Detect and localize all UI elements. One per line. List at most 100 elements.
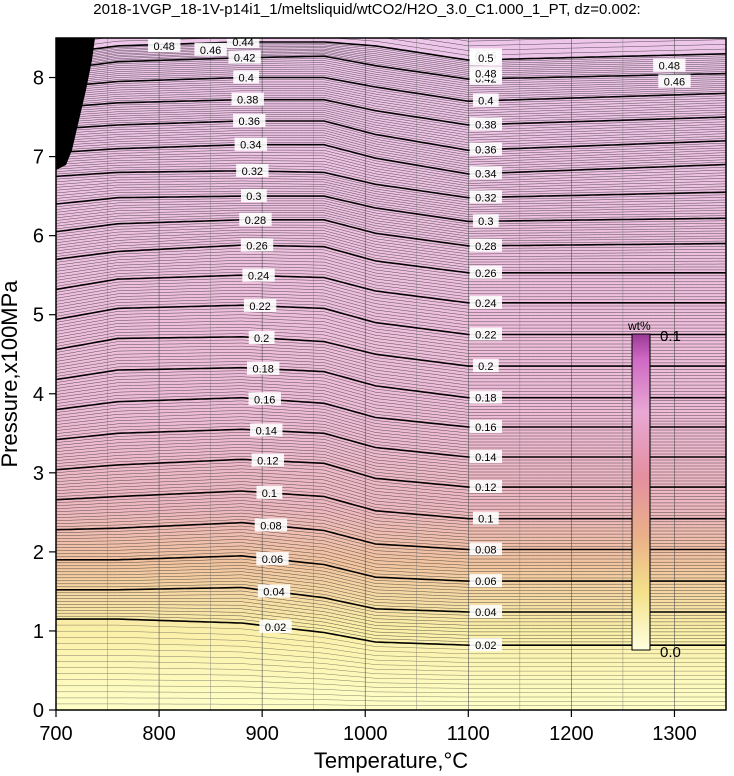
contour-label-text: 0.14: [475, 452, 496, 464]
contour-label: 0.28: [469, 238, 503, 253]
minor-contour-line: [56, 308, 726, 338]
contour-line-0.2: [56, 335, 726, 367]
contour-label-box: [472, 511, 499, 525]
minor-contour-line: [56, 607, 726, 633]
contour-label: 0.16: [248, 392, 281, 406]
minor-contour-line: [56, 130, 726, 161]
minor-contour-line: [56, 64, 726, 89]
contour-label-box: [469, 142, 503, 156]
contour-label-box: [259, 619, 292, 633]
minor-contour-line: [56, 382, 726, 413]
contour-label-box: [256, 552, 289, 566]
contour-label-box: [469, 327, 503, 341]
contour-line-0.34: [56, 143, 726, 175]
contour-label-box: [228, 50, 261, 64]
minor-contour-line: [56, 259, 726, 289]
contour-label-text: 0.22: [475, 329, 496, 341]
contour-label: 0.42: [228, 50, 261, 65]
contour-label-box: [469, 295, 503, 309]
minor-contour-line: [56, 400, 726, 431]
contour-labels: 0.02 0.02 0.04 0.04 0.06 0.06 0.08 0.08 0.1 0.1 0.…: [148, 38, 691, 652]
minor-contour-line: [56, 162, 726, 191]
contour-label-box: [234, 137, 268, 151]
contour-label: 0.2: [248, 330, 275, 345]
contour-label-box: [194, 42, 227, 56]
contour-label: 0.32: [469, 190, 503, 204]
contour-label-text: 0.48: [154, 41, 175, 53]
minor-contour-line: [56, 127, 726, 158]
minor-contour-line: [56, 94, 726, 121]
contour-label-box: [231, 92, 264, 106]
colorbar-max-label: 0.1: [660, 328, 681, 345]
minor-contour-line: [56, 691, 726, 698]
contour-label: 0.34: [234, 137, 268, 152]
contour-label-text: 0.34: [475, 168, 496, 180]
contour-label: 0.12: [469, 480, 503, 494]
minor-contour-line: [56, 478, 726, 507]
minor-contour-line: [56, 198, 726, 225]
minor-contour-line: [56, 62, 726, 87]
minor-contour-line: [56, 655, 726, 672]
contour-label: 0.38: [231, 92, 264, 107]
contour-line-0.28: [56, 219, 726, 247]
minor-contour-line: [56, 323, 726, 354]
minor-contour-line: [56, 81, 726, 107]
contour-label: 0.32: [236, 164, 269, 178]
minor-contour-line: [56, 301, 726, 332]
minor-contour-line: [56, 262, 726, 292]
contour-label-text: 0.48: [475, 69, 496, 81]
contour-label: 0.02: [469, 638, 503, 652]
x-axis: 700 800 900 1000 1100 1200 1300: [39, 710, 697, 745]
minor-contour-line: [56, 584, 726, 610]
y-tick-label: 6: [33, 226, 44, 248]
contour-label-text: 0.24: [475, 298, 496, 310]
minor-contour-line: [56, 447, 726, 476]
contour-label-text: 0.34: [240, 140, 261, 152]
contour-label-text: 0.36: [475, 145, 496, 157]
contour-label-text: 0.4: [478, 96, 493, 108]
minor-contour-line: [56, 471, 726, 500]
minor-contour-line: [56, 175, 726, 203]
minor-contour-line: [56, 268, 726, 298]
minor-contour-line: [56, 132, 726, 163]
minor-contour-line: [56, 509, 726, 538]
minor-contour-line: [56, 222, 726, 249]
contour-label-box: [233, 70, 260, 84]
contour-line-0.04: [56, 586, 726, 613]
contour-label-box: [248, 392, 281, 406]
contour-label-text: 0.08: [260, 520, 281, 532]
contour-line-0.14: [56, 428, 726, 458]
minor-contour-line: [56, 327, 726, 357]
contour-label: 0.5: [472, 50, 499, 65]
minor-contour-line: [56, 413, 726, 443]
contour-label: 0.1: [256, 485, 283, 500]
contour-line-0.22: [56, 304, 726, 336]
contour-label-text: 0.12: [257, 456, 278, 468]
contour-line-0.08: [56, 521, 726, 551]
minor-contour-line: [56, 577, 726, 603]
contour-label-text: 0.28: [475, 241, 496, 253]
minor-contour-line: [56, 379, 726, 410]
contour-label: 0.18: [469, 390, 503, 405]
minor-contour-line: [56, 205, 726, 232]
contour-label-text: 0.32: [475, 192, 496, 204]
minor-contour-line: [56, 178, 726, 206]
minor-contour-line: [56, 66, 726, 91]
contour-label-text: 0.02: [265, 622, 286, 634]
minor-contour-line: [56, 558, 726, 585]
contour-label-box: [469, 190, 503, 204]
contour-label: 0.44: [226, 38, 260, 49]
minor-contour-line: [56, 214, 726, 242]
minor-contour-line: [56, 624, 726, 650]
minor-contour-line: [56, 180, 726, 208]
minor-contour-line: [56, 114, 726, 143]
minor-contour-line: [56, 435, 726, 464]
contour-line-0.4: [56, 76, 726, 103]
minor-contour-line: [56, 239, 726, 268]
minor-contour-line: [56, 503, 726, 532]
contour-line-0.36: [56, 120, 726, 152]
contour-label: 0.36: [233, 114, 266, 128]
contour-label-box: [469, 238, 503, 252]
minor-contour-line: [56, 116, 726, 146]
contour-label-text: 0.04: [475, 607, 496, 619]
